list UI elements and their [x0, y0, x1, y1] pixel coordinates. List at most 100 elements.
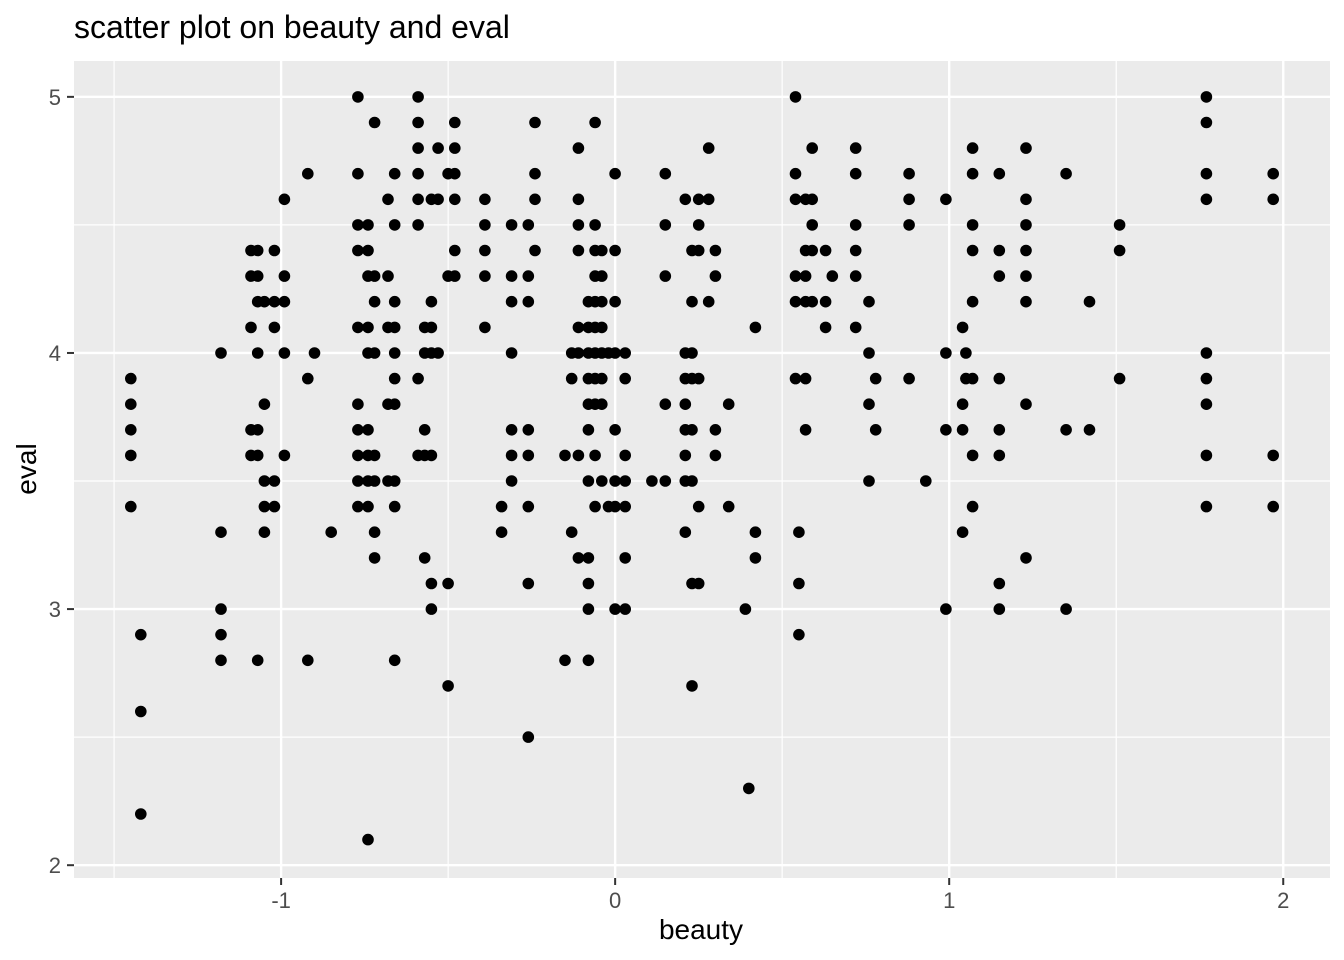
- data-point: [442, 680, 454, 692]
- data-point: [940, 603, 952, 615]
- data-point: [388, 475, 401, 487]
- data-point: [686, 424, 698, 436]
- data-point: [425, 577, 438, 590]
- data-point: [352, 167, 364, 180]
- data-point: [739, 603, 752, 615]
- y-tick-label: 5: [49, 85, 61, 110]
- data-point: [325, 526, 338, 538]
- data-point: [522, 577, 535, 590]
- data-point: [589, 449, 601, 462]
- data-point: [692, 219, 705, 231]
- data-point: [505, 219, 518, 231]
- data-point: [789, 91, 802, 103]
- data-point: [609, 167, 621, 180]
- data-point: [749, 552, 762, 564]
- data-point: [125, 398, 137, 411]
- data-point: [582, 475, 595, 487]
- data-point: [709, 449, 722, 462]
- data-point: [449, 270, 461, 282]
- data-point: [382, 270, 394, 282]
- y-tick-label: 4: [49, 341, 61, 366]
- data-point: [799, 424, 812, 436]
- data-point: [686, 295, 698, 308]
- data-point: [522, 500, 535, 513]
- data-point: [966, 219, 979, 231]
- data-point: [352, 244, 364, 257]
- data-point: [522, 219, 535, 231]
- data-point: [849, 167, 862, 180]
- data-point: [789, 193, 802, 206]
- data-point: [572, 347, 585, 359]
- data-point: [479, 321, 491, 334]
- data-point: [659, 398, 672, 411]
- data-point: [505, 347, 518, 359]
- data-point: [268, 321, 281, 334]
- data-point: [135, 705, 147, 718]
- data-point: [609, 347, 621, 359]
- data-point: [302, 167, 314, 180]
- data-point: [268, 244, 281, 257]
- data-point: [749, 526, 762, 538]
- data-point: [609, 244, 621, 257]
- data-point: [619, 347, 631, 359]
- data-point: [993, 449, 1006, 462]
- data-point: [692, 500, 705, 513]
- x-axis-title: beauty: [659, 914, 743, 945]
- data-point: [352, 91, 364, 103]
- data-point: [251, 244, 264, 257]
- data-point: [1083, 424, 1096, 436]
- data-point: [278, 193, 291, 206]
- data-point: [505, 270, 518, 282]
- data-point: [903, 219, 915, 231]
- data-point: [619, 475, 631, 487]
- data-point: [679, 449, 692, 462]
- data-point: [619, 449, 631, 462]
- data-point: [709, 244, 722, 257]
- data-point: [368, 295, 381, 308]
- data-point: [1020, 552, 1032, 564]
- data-point: [1200, 347, 1213, 359]
- data-point: [125, 372, 137, 385]
- data-point: [572, 142, 585, 154]
- data-point: [432, 142, 444, 154]
- data-point: [1200, 500, 1213, 513]
- data-point: [819, 295, 832, 308]
- data-point: [572, 552, 585, 564]
- data-point: [388, 167, 401, 180]
- data-point: [619, 603, 631, 615]
- data-point: [572, 244, 585, 257]
- data-point: [251, 654, 264, 667]
- data-point: [819, 244, 832, 257]
- data-point: [368, 347, 381, 359]
- data-point: [679, 193, 692, 206]
- data-point: [362, 321, 374, 334]
- data-point: [125, 424, 137, 436]
- data-point: [993, 270, 1006, 282]
- data-point: [609, 295, 621, 308]
- data-point: [1267, 193, 1279, 206]
- data-point: [789, 372, 802, 385]
- data-point: [362, 833, 374, 846]
- data-point: [960, 347, 972, 359]
- data-point: [278, 347, 291, 359]
- data-point: [956, 321, 969, 334]
- data-point: [412, 167, 424, 180]
- data-point: [362, 219, 374, 231]
- data-point: [1200, 91, 1213, 103]
- data-point: [505, 475, 518, 487]
- y-tick-label: 2: [49, 853, 61, 878]
- data-point: [799, 270, 812, 282]
- data-point: [258, 295, 271, 308]
- data-point: [1200, 372, 1213, 385]
- data-point: [679, 398, 692, 411]
- data-point: [412, 372, 424, 385]
- data-point: [425, 449, 438, 462]
- data-point: [993, 603, 1006, 615]
- data-point: [565, 372, 578, 385]
- data-point: [1020, 219, 1032, 231]
- data-point: [1020, 142, 1032, 154]
- data-point: [368, 449, 381, 462]
- data-point: [572, 321, 585, 334]
- data-point: [940, 193, 952, 206]
